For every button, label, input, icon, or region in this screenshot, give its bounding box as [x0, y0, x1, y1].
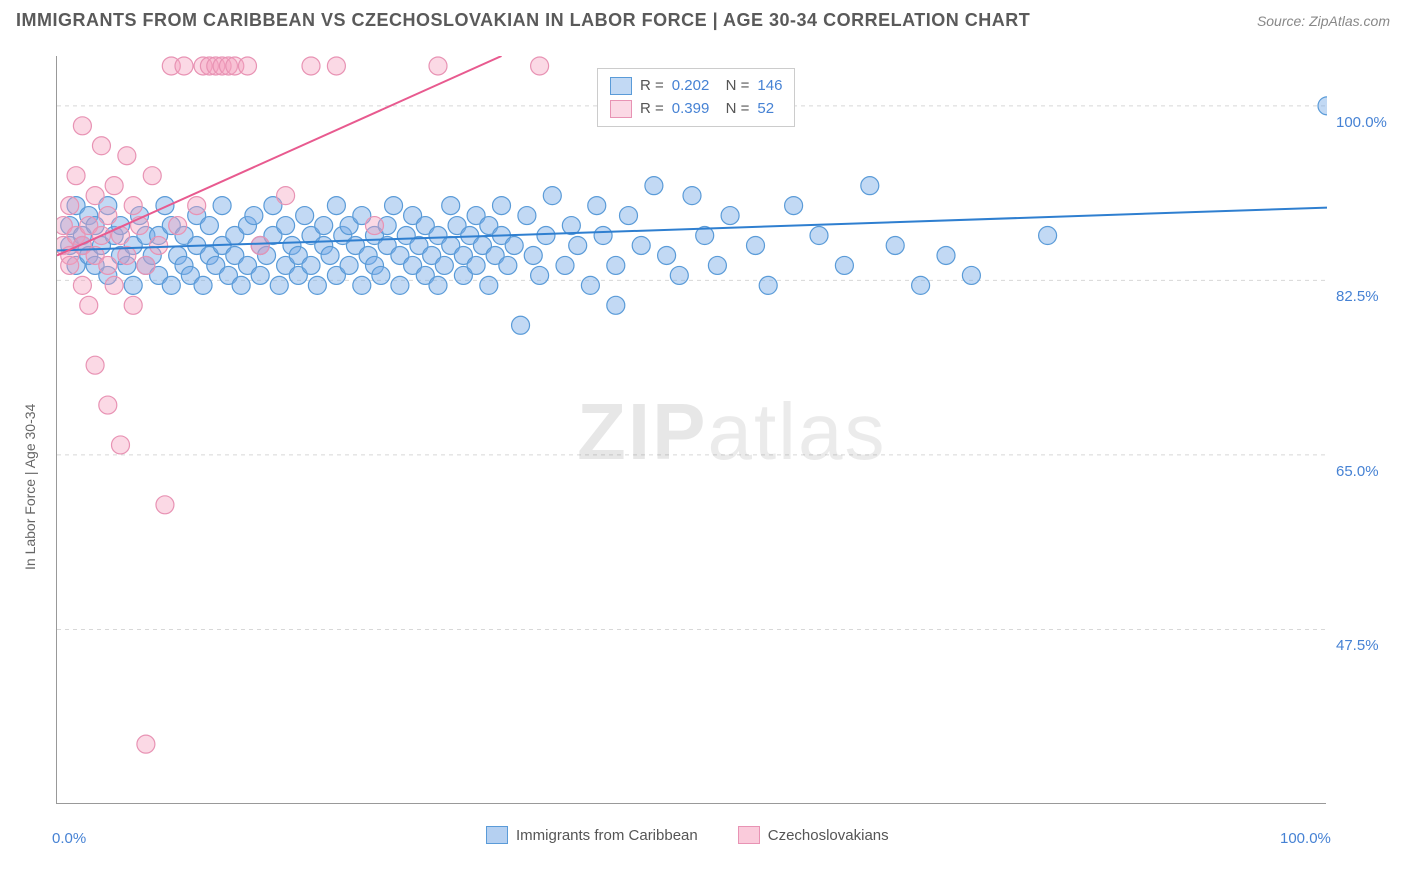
- legend-r-label: R =: [640, 75, 664, 98]
- x-tick: 0.0%: [52, 830, 86, 847]
- chart-header: IMMIGRANTS FROM CARIBBEAN VS CZECHOSLOVA…: [0, 0, 1406, 37]
- legend-swatch: [610, 100, 632, 118]
- legend-swatch: [486, 826, 508, 844]
- legend-r-label: R =: [640, 98, 664, 121]
- legend-swatch: [610, 77, 632, 95]
- bottom-legend: Immigrants from Caribbean Czechoslovakian…: [486, 826, 889, 844]
- bottom-legend-item: Czechoslovakians: [738, 826, 889, 844]
- stats-legend-row: R = 0.399 N = 52: [610, 98, 782, 121]
- legend-r-value: 0.399: [672, 98, 710, 121]
- chart-container: In Labor Force | Age 30-34 ZIPatlas R = …: [50, 50, 1390, 840]
- y-axis-label: In Labor Force | Age 30-34: [22, 404, 38, 570]
- legend-series-label: Immigrants from Caribbean: [516, 827, 698, 844]
- bottom-legend-item: Immigrants from Caribbean: [486, 826, 698, 844]
- legend-n-value: 52: [757, 98, 774, 121]
- legend-r-value: 0.202: [672, 75, 710, 98]
- y-tick: 100.0%: [1336, 114, 1387, 131]
- y-tick: 65.0%: [1336, 463, 1379, 480]
- chart-title: IMMIGRANTS FROM CARIBBEAN VS CZECHOSLOVA…: [16, 10, 1030, 31]
- stats-legend: R = 0.202 N = 146R = 0.399 N = 52: [597, 68, 795, 127]
- scatter-svg: [57, 56, 1327, 804]
- legend-n-label: N =: [717, 98, 749, 121]
- legend-n-value: 146: [757, 75, 782, 98]
- chart-source: Source: ZipAtlas.com: [1257, 13, 1390, 29]
- legend-series-label: Czechoslovakians: [768, 827, 889, 844]
- x-tick: 100.0%: [1280, 830, 1331, 847]
- y-tick: 82.5%: [1336, 288, 1379, 305]
- legend-swatch: [738, 826, 760, 844]
- stats-legend-row: R = 0.202 N = 146: [610, 75, 782, 98]
- legend-n-label: N =: [717, 75, 749, 98]
- plot-area: ZIPatlas R = 0.202 N = 146R = 0.399 N = …: [56, 56, 1326, 804]
- y-tick: 47.5%: [1336, 637, 1379, 654]
